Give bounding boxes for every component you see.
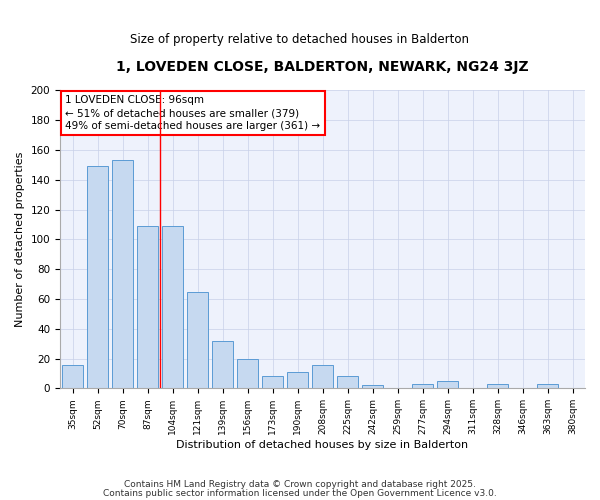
Text: Size of property relative to detached houses in Balderton: Size of property relative to detached ho… <box>131 32 470 46</box>
Text: 1 LOVEDEN CLOSE: 96sqm
← 51% of detached houses are smaller (379)
49% of semi-de: 1 LOVEDEN CLOSE: 96sqm ← 51% of detached… <box>65 95 320 132</box>
Bar <box>287 372 308 388</box>
Bar <box>212 340 233 388</box>
Bar <box>312 364 333 388</box>
Bar <box>487 384 508 388</box>
Bar <box>412 384 433 388</box>
Bar <box>262 376 283 388</box>
Bar <box>162 226 183 388</box>
Bar <box>537 384 558 388</box>
X-axis label: Distribution of detached houses by size in Balderton: Distribution of detached houses by size … <box>176 440 469 450</box>
Bar <box>187 292 208 388</box>
Bar <box>362 386 383 388</box>
Bar <box>87 166 108 388</box>
Text: Contains HM Land Registry data © Crown copyright and database right 2025.: Contains HM Land Registry data © Crown c… <box>124 480 476 489</box>
Bar <box>437 381 458 388</box>
Bar <box>237 358 258 388</box>
Bar <box>62 364 83 388</box>
Bar <box>337 376 358 388</box>
Bar <box>137 226 158 388</box>
Y-axis label: Number of detached properties: Number of detached properties <box>15 152 25 327</box>
Title: 1, LOVEDEN CLOSE, BALDERTON, NEWARK, NG24 3JZ: 1, LOVEDEN CLOSE, BALDERTON, NEWARK, NG2… <box>116 60 529 74</box>
Bar <box>112 160 133 388</box>
Text: Contains public sector information licensed under the Open Government Licence v3: Contains public sector information licen… <box>103 489 497 498</box>
